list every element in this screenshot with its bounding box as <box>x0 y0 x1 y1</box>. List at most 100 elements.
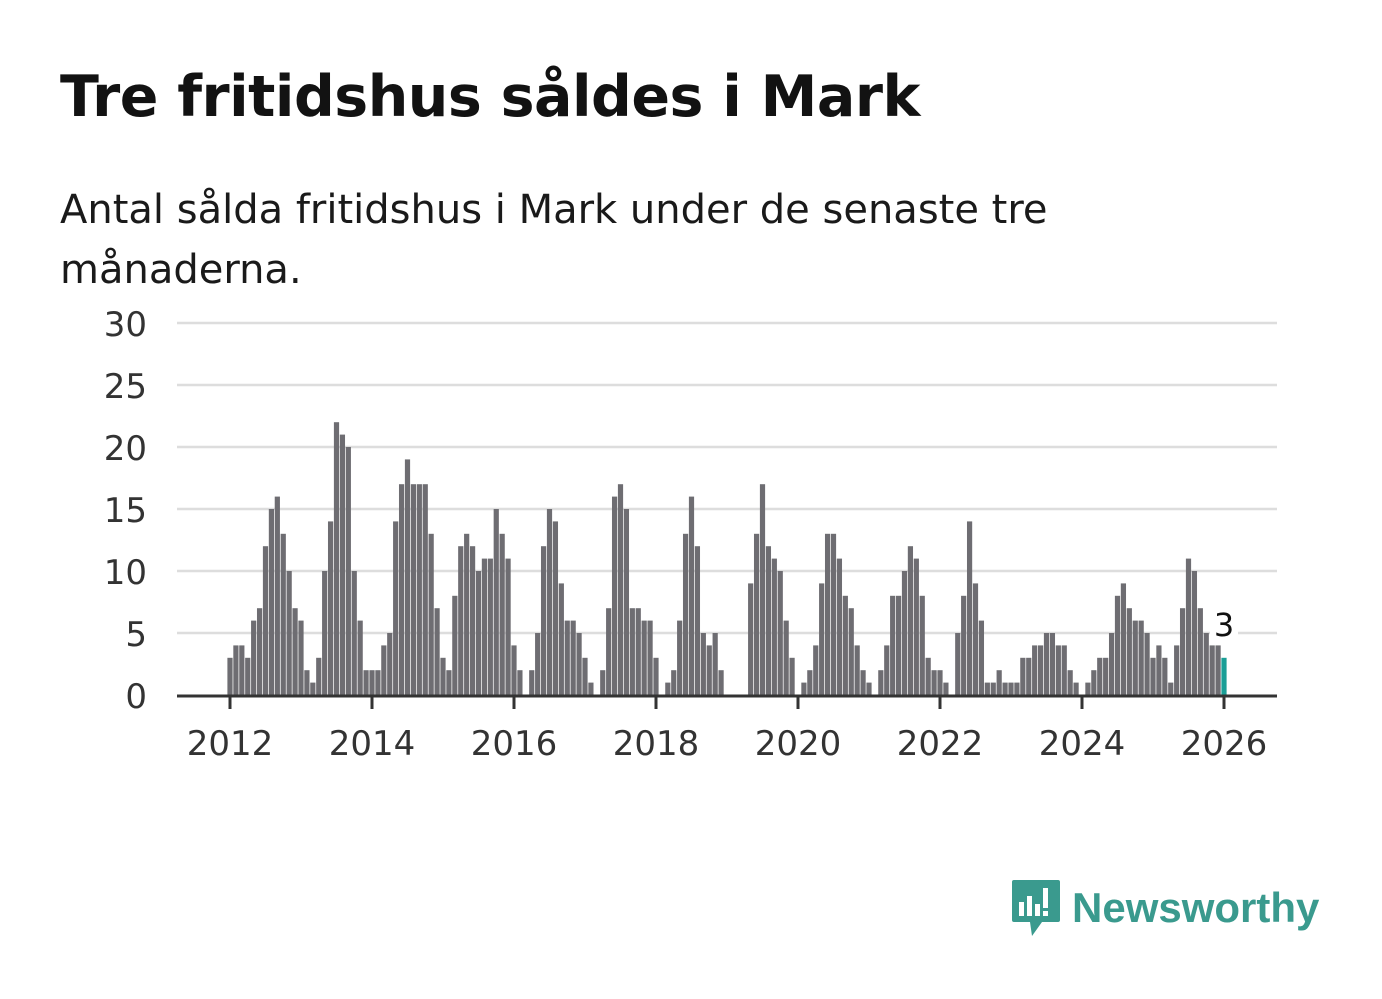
bar <box>813 645 819 695</box>
bar <box>322 571 328 695</box>
x-tick-label: 2026 <box>1181 724 1268 764</box>
bar <box>1215 645 1221 695</box>
bar <box>1132 620 1138 695</box>
bar <box>836 558 843 695</box>
bar <box>493 509 499 695</box>
bar <box>316 657 322 695</box>
bar <box>635 608 641 695</box>
bar <box>671 670 677 695</box>
bar <box>653 657 659 695</box>
bar <box>665 682 671 695</box>
bar <box>943 682 949 695</box>
bar <box>1162 657 1168 695</box>
bar <box>381 645 387 695</box>
bar <box>517 670 523 695</box>
y-tick-label: 20 <box>104 429 147 469</box>
bar <box>481 558 488 695</box>
x-tick-label: 2024 <box>1039 724 1126 764</box>
brand-name: Newsworthy <box>1072 884 1320 931</box>
bar <box>582 657 588 695</box>
bar <box>1043 633 1050 695</box>
y-tick-label: 0 <box>125 677 147 717</box>
bar <box>789 657 795 695</box>
bar <box>1114 595 1121 695</box>
bar <box>700 633 706 695</box>
y-tick-label: 5 <box>125 615 147 655</box>
bar <box>955 633 961 695</box>
bar <box>345 447 351 695</box>
bar <box>404 459 411 695</box>
x-tick-label: 2012 <box>187 724 274 764</box>
bar <box>966 521 973 695</box>
bar <box>375 670 381 695</box>
bar <box>961 595 967 695</box>
bar <box>819 583 825 695</box>
bar <box>1185 558 1192 695</box>
bar <box>1150 657 1156 695</box>
x-tick-label: 2016 <box>471 724 558 764</box>
bar <box>233 645 239 695</box>
y-tick-label: 25 <box>104 367 147 407</box>
x-tick-label: 2020 <box>755 724 842 764</box>
bar <box>1108 633 1115 695</box>
bar <box>753 533 760 695</box>
bar <box>1144 633 1150 695</box>
chart-title: Tre fritidshus såldes i Mark <box>60 64 920 130</box>
bar <box>860 670 866 695</box>
bar <box>422 484 428 695</box>
bar <box>274 496 280 695</box>
bar <box>972 583 979 695</box>
bar <box>611 496 618 695</box>
bar <box>446 670 452 695</box>
bar <box>1067 670 1073 695</box>
bar <box>907 546 914 695</box>
bar <box>1097 657 1103 695</box>
bar <box>535 633 541 695</box>
bar <box>434 608 440 695</box>
bar <box>801 682 807 695</box>
bar <box>629 608 635 695</box>
bar <box>688 496 695 695</box>
bar <box>996 670 1002 695</box>
bar <box>1120 583 1127 695</box>
bar <box>357 620 363 695</box>
bar <box>1168 682 1174 695</box>
bar <box>937 670 943 695</box>
bar <box>540 546 547 695</box>
bar <box>499 533 505 695</box>
bar <box>239 645 245 695</box>
bar <box>1203 633 1209 695</box>
bar <box>564 620 570 695</box>
bar <box>268 509 275 695</box>
bar <box>475 571 482 695</box>
y-tick-label: 15 <box>104 491 147 531</box>
bar <box>256 608 263 695</box>
value-annotation: 3 <box>1214 606 1234 644</box>
bar <box>1138 620 1144 695</box>
bar <box>552 521 559 695</box>
bar <box>842 595 848 695</box>
bar <box>848 608 854 695</box>
bar <box>558 583 564 695</box>
x-tick-label: 2018 <box>613 724 700 764</box>
bar <box>298 620 304 695</box>
bar <box>990 682 996 695</box>
bar <box>931 670 937 695</box>
bar <box>748 583 754 695</box>
bar-highlight <box>1221 657 1227 695</box>
bar <box>387 633 393 695</box>
bar <box>1014 682 1020 695</box>
bar <box>807 670 813 695</box>
bar <box>677 620 683 695</box>
bar <box>440 657 446 695</box>
bar <box>600 670 606 695</box>
bar <box>765 546 772 695</box>
bar <box>327 521 334 695</box>
bar <box>280 533 286 695</box>
bar <box>529 670 535 695</box>
bar <box>854 645 860 695</box>
bar <box>1156 645 1162 695</box>
bar <box>1055 645 1061 695</box>
bar <box>570 620 576 695</box>
